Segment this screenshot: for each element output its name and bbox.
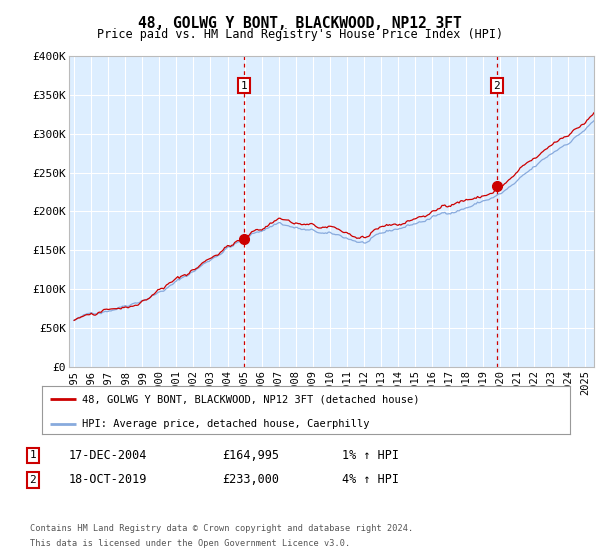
- Text: This data is licensed under the Open Government Licence v3.0.: This data is licensed under the Open Gov…: [30, 539, 350, 548]
- Text: 2: 2: [493, 81, 500, 91]
- Text: HPI: Average price, detached house, Caerphilly: HPI: Average price, detached house, Caer…: [82, 418, 369, 428]
- Text: 17-DEC-2004: 17-DEC-2004: [69, 449, 148, 462]
- Text: Price paid vs. HM Land Registry's House Price Index (HPI): Price paid vs. HM Land Registry's House …: [97, 28, 503, 41]
- Text: 1: 1: [241, 81, 247, 91]
- Text: £164,995: £164,995: [222, 449, 279, 462]
- Text: 2: 2: [29, 475, 37, 485]
- Text: 48, GOLWG Y BONT, BLACKWOOD, NP12 3FT: 48, GOLWG Y BONT, BLACKWOOD, NP12 3FT: [138, 16, 462, 31]
- Text: 48, GOLWG Y BONT, BLACKWOOD, NP12 3FT (detached house): 48, GOLWG Y BONT, BLACKWOOD, NP12 3FT (d…: [82, 394, 419, 404]
- Text: 1: 1: [29, 450, 37, 460]
- Text: £233,000: £233,000: [222, 473, 279, 487]
- Text: 4% ↑ HPI: 4% ↑ HPI: [342, 473, 399, 487]
- Text: Contains HM Land Registry data © Crown copyright and database right 2024.: Contains HM Land Registry data © Crown c…: [30, 524, 413, 533]
- Text: 1% ↑ HPI: 1% ↑ HPI: [342, 449, 399, 462]
- Text: 18-OCT-2019: 18-OCT-2019: [69, 473, 148, 487]
